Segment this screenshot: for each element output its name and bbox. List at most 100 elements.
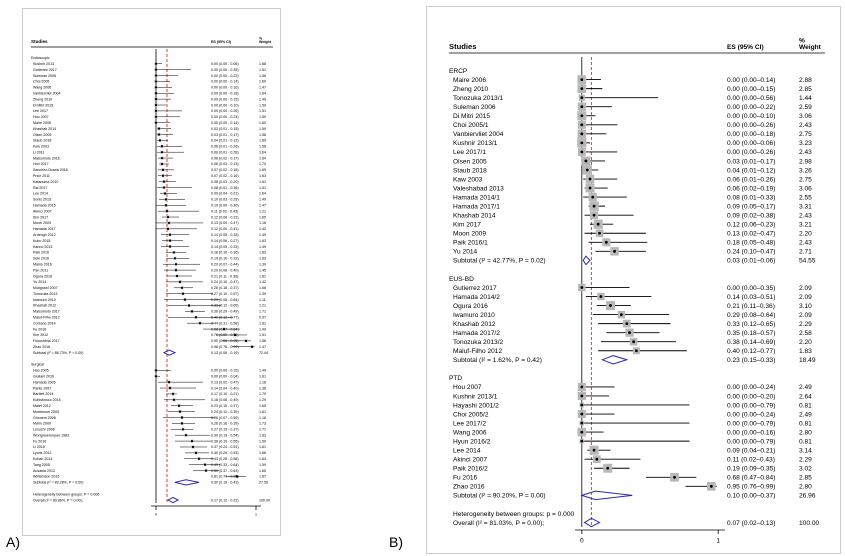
point-estimate: [580, 132, 584, 136]
weight-text: 1.63: [259, 257, 266, 261]
effect-size-text: 0.40 (0.29 - 0.53): [211, 451, 239, 455]
weight-text: 1.70: [259, 162, 266, 166]
weight-text: 1.58: [259, 133, 266, 137]
weight-text: 1.65: [259, 469, 266, 473]
point-estimate: [160, 151, 164, 154]
study-label: Rai 2017: [33, 186, 47, 190]
point-estimate: [154, 98, 158, 101]
weight-text: 1.69: [259, 139, 266, 143]
weight-text: 2.43: [799, 240, 812, 247]
effect-size-text: 0.26 (0.16 - 0.39): [211, 422, 239, 426]
subtotal-label: Subtotal (I² = 1.62%, P = 0.42): [453, 357, 542, 364]
subtotal-label: Subtotal (I² = 89.28%, P = 0.00): [33, 481, 83, 485]
effect-size-text: 0.00 (0.00–0.22): [727, 104, 775, 111]
effect-size-text: 0.00 (0.00 - 0.35): [211, 68, 239, 72]
point-estimate: [625, 322, 629, 326]
study-label: Mortenson 2005: [33, 410, 59, 414]
effect-size-text: 0.07 (0.02 - 0.18): [211, 168, 239, 172]
study-label: Staub 2018: [33, 139, 51, 143]
weight-text: 1.56: [259, 339, 266, 343]
point-estimate: [592, 213, 596, 217]
weight-text: 1.71: [259, 310, 266, 314]
point-estimate: [180, 422, 184, 425]
group-label: PTD: [449, 375, 462, 382]
weight-text: 0.81: [799, 402, 812, 409]
effect-size-text: 0.00 (0.00–0.79): [727, 402, 775, 409]
point-estimate: [194, 451, 198, 454]
study-label: Ausania 2012: [33, 469, 55, 473]
effect-size-text: 0.10 (0.03 - 0.29): [211, 198, 239, 202]
effect-size-text: 0.14 (0.05 - 0.33): [211, 233, 239, 237]
weight-text: 1.61: [259, 321, 266, 325]
weight-text: 1.59: [259, 463, 266, 467]
header-es: ES (95% CI): [727, 44, 764, 51]
point-estimate: [178, 280, 182, 283]
effect-size-text: 0.04 (0.01 - 0.12): [211, 139, 239, 143]
study-label: Kohan 2014: [33, 457, 52, 461]
study-label: Hou 2007: [33, 115, 49, 119]
effect-size-text: 0.18 (0.10 - 0.30): [211, 251, 239, 255]
weight-text: 1.64: [259, 192, 266, 196]
study-label: Kohlsbosco 2015: [33, 398, 61, 402]
study-label: Kushnir 2013/1: [453, 140, 498, 147]
weight-text: 2.85: [799, 475, 812, 482]
point-estimate: [197, 457, 201, 460]
point-estimate: [591, 195, 595, 199]
effect-size-text: 0.27 (0.15 - 0.37): [211, 428, 239, 432]
weight-text: 18.49: [799, 357, 816, 364]
study-label: Khashab 2012: [453, 321, 496, 328]
study-label: Choi 2005: [33, 80, 49, 84]
effect-size-text: 0.06 (0.01–0.26): [727, 176, 775, 183]
point-estimate: [673, 475, 676, 479]
study-label: Zhao 2016: [33, 345, 50, 349]
effect-size-text: 0.00 (0.00 - 0.24): [211, 115, 239, 119]
weight-text: 1.42: [259, 227, 266, 231]
study-label: Li 2011: [33, 150, 45, 154]
weight-text: 2.75: [799, 131, 812, 138]
effect-size-text: 0.00 (0.00–0.24): [727, 384, 775, 391]
point-estimate: [173, 257, 177, 260]
study-label: Paik 2016/1: [453, 240, 488, 247]
weight-text: 1.60: [259, 121, 266, 125]
weight-text: 2.09: [799, 312, 812, 319]
point-estimate: [154, 375, 158, 378]
point-estimate: [580, 394, 584, 398]
study-label: Khashab 2014: [33, 127, 56, 131]
study-label: Vanbiervliet 2004: [33, 91, 61, 95]
study-label: Maire 2006: [33, 121, 51, 125]
effect-size-text: 0.23 (0.15–0.33): [727, 357, 775, 364]
weight-text: 1.64: [259, 91, 266, 95]
weight-text: 1.16: [259, 416, 266, 420]
x-tick-label: 1: [716, 538, 720, 545]
weight-text: 1.67: [259, 475, 266, 479]
weight-text: 1.47: [259, 345, 266, 349]
point-estimate: [161, 168, 165, 171]
weight-text: 3.26: [799, 167, 812, 174]
point-estimate: [580, 96, 584, 100]
study-label: Parks 1997: [33, 386, 51, 390]
effect-size-text: 0.00 (0.00–0.26): [727, 122, 775, 129]
study-label: Marilo 2016: [33, 262, 52, 266]
weight-text: 1.59: [259, 127, 266, 131]
weight-text: 1.61: [259, 445, 266, 449]
point-estimate: [599, 295, 603, 298]
effect-size-text: 0.30 (0.19 - 0.43): [211, 481, 239, 485]
study-label: Lee 2017/1: [453, 149, 486, 156]
effect-size-text: 0.04 (0.01–0.12): [727, 167, 775, 174]
point-estimate: [632, 340, 636, 344]
point-estimate: [598, 231, 601, 235]
group-label: Surgical: [31, 363, 44, 367]
study-label: Corsano 2014: [33, 321, 56, 325]
effect-size-text: 0.06 (0.02–0.19): [727, 185, 775, 192]
effect-size-text: 0.38 (0.14–0.69): [727, 339, 775, 346]
point-estimate: [244, 339, 248, 342]
point-estimate: [168, 245, 172, 248]
effect-size-text: 0.10 (0.00 - 0.30): [211, 204, 239, 208]
x-tick-label: 1: [255, 513, 257, 517]
header-studies: Studies: [449, 42, 476, 51]
header-studies: Studies: [31, 39, 48, 44]
point-estimate: [154, 68, 158, 71]
effect-size-text: 0.23 (0.15 - 0.37): [211, 404, 239, 408]
point-estimate: [191, 445, 195, 449]
point-estimate: [181, 292, 185, 295]
